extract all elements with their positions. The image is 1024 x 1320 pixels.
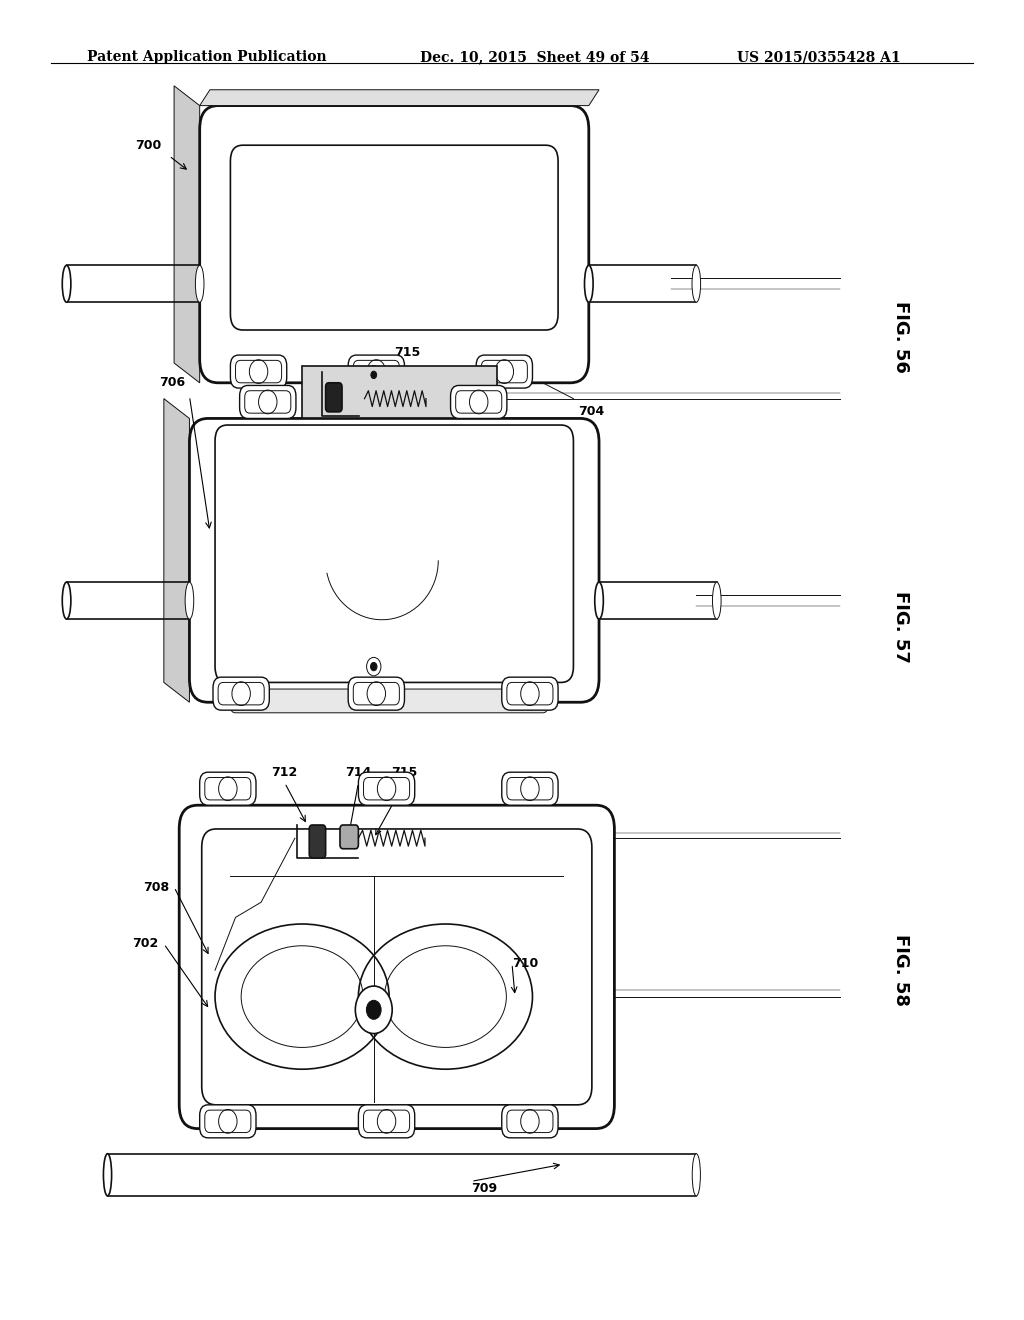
FancyBboxPatch shape <box>451 385 507 418</box>
Ellipse shape <box>62 265 71 302</box>
Text: FIG. 57: FIG. 57 <box>892 591 910 663</box>
Polygon shape <box>174 86 200 383</box>
FancyBboxPatch shape <box>326 383 342 412</box>
FancyBboxPatch shape <box>348 355 404 388</box>
Text: Dec. 10, 2015  Sheet 49 of 54: Dec. 10, 2015 Sheet 49 of 54 <box>420 50 649 65</box>
Text: 715: 715 <box>394 346 421 359</box>
Ellipse shape <box>185 582 194 619</box>
Ellipse shape <box>585 265 593 302</box>
Ellipse shape <box>62 582 71 619</box>
Text: FIG. 56: FIG. 56 <box>892 301 910 372</box>
Circle shape <box>377 1109 395 1133</box>
Text: 708: 708 <box>142 880 169 894</box>
Text: FIG. 58: FIG. 58 <box>892 935 910 1006</box>
Circle shape <box>367 657 381 676</box>
Circle shape <box>250 360 268 384</box>
FancyBboxPatch shape <box>230 689 548 713</box>
FancyBboxPatch shape <box>200 106 589 383</box>
FancyBboxPatch shape <box>358 1105 415 1138</box>
Text: 700: 700 <box>135 139 162 152</box>
Text: 706: 706 <box>159 376 185 389</box>
Circle shape <box>231 681 250 705</box>
Text: 709: 709 <box>471 1181 498 1195</box>
Text: 715: 715 <box>391 766 418 779</box>
FancyBboxPatch shape <box>200 772 256 805</box>
Ellipse shape <box>103 1154 112 1196</box>
Circle shape <box>368 681 386 705</box>
Text: 704: 704 <box>579 405 605 418</box>
Circle shape <box>469 391 488 414</box>
FancyBboxPatch shape <box>230 355 287 388</box>
Circle shape <box>367 366 381 384</box>
FancyBboxPatch shape <box>502 1105 558 1138</box>
Circle shape <box>520 776 539 800</box>
FancyBboxPatch shape <box>309 825 326 858</box>
FancyBboxPatch shape <box>179 805 614 1129</box>
Polygon shape <box>302 366 497 418</box>
Polygon shape <box>200 90 599 106</box>
Polygon shape <box>164 399 189 702</box>
FancyBboxPatch shape <box>502 677 558 710</box>
Circle shape <box>496 360 514 384</box>
FancyBboxPatch shape <box>340 825 358 849</box>
Circle shape <box>367 1001 381 1019</box>
Text: 714: 714 <box>345 766 372 779</box>
FancyBboxPatch shape <box>476 355 532 388</box>
Ellipse shape <box>692 265 700 302</box>
FancyBboxPatch shape <box>240 385 296 418</box>
Text: US 2015/0355428 A1: US 2015/0355428 A1 <box>737 50 901 65</box>
FancyBboxPatch shape <box>502 772 558 805</box>
Ellipse shape <box>196 265 204 302</box>
FancyBboxPatch shape <box>213 677 269 710</box>
Circle shape <box>258 391 276 414</box>
Circle shape <box>219 776 238 800</box>
Circle shape <box>371 371 377 379</box>
Circle shape <box>371 663 377 671</box>
Text: Patent Application Publication: Patent Application Publication <box>87 50 327 65</box>
FancyBboxPatch shape <box>200 1105 256 1138</box>
Ellipse shape <box>595 582 603 619</box>
Text: 702: 702 <box>132 937 159 950</box>
Circle shape <box>355 986 392 1034</box>
Circle shape <box>377 776 395 800</box>
Text: 712: 712 <box>271 766 298 779</box>
Circle shape <box>520 681 539 705</box>
Ellipse shape <box>713 582 721 619</box>
FancyBboxPatch shape <box>358 772 415 805</box>
FancyBboxPatch shape <box>348 677 404 710</box>
Circle shape <box>368 360 386 384</box>
Circle shape <box>219 1109 238 1133</box>
Text: 710: 710 <box>512 957 539 970</box>
FancyBboxPatch shape <box>189 418 599 702</box>
Circle shape <box>520 1109 539 1133</box>
Ellipse shape <box>692 1154 700 1196</box>
